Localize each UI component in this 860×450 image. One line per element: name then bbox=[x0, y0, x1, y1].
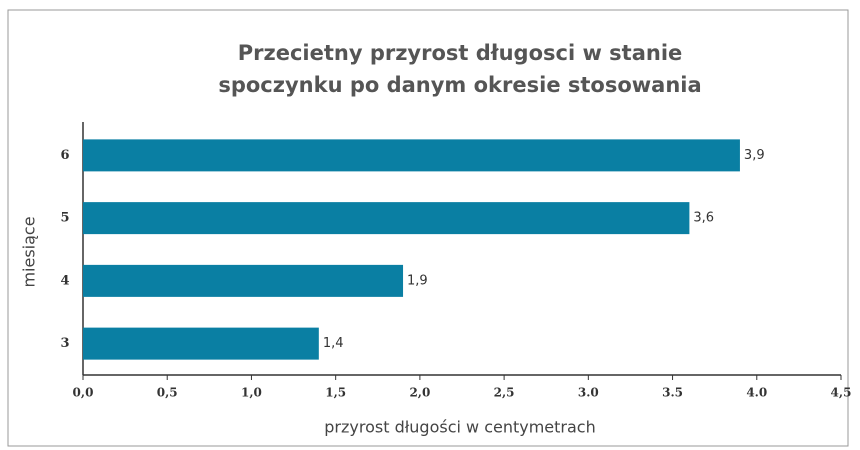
chart-title: Przecietny przyrost długosci w stanie bbox=[238, 41, 683, 65]
bar bbox=[83, 264, 404, 297]
x-tick-label: 3.0 bbox=[578, 386, 599, 400]
chart-title: spoczynku po danym okresie stosowania bbox=[218, 73, 701, 97]
value-label: 3,6 bbox=[693, 211, 714, 226]
x-tick-label: 2,5 bbox=[494, 386, 515, 400]
x-tick-label: 2,0 bbox=[409, 386, 430, 400]
x-tick-label: 0,5 bbox=[157, 386, 178, 400]
value-label: 3,9 bbox=[744, 148, 765, 163]
bar bbox=[83, 327, 319, 360]
value-label: 1,4 bbox=[323, 336, 344, 351]
bar bbox=[83, 202, 690, 235]
y-axis-label: miesiące bbox=[20, 216, 39, 287]
x-tick-label: 3.5 bbox=[662, 386, 683, 400]
x-tick-label: 4.0 bbox=[746, 386, 767, 400]
x-tick-label: 1,5 bbox=[325, 386, 346, 400]
x-tick-label: 1,0 bbox=[241, 386, 262, 400]
x-tick-label: 4,5 bbox=[831, 386, 852, 400]
bar bbox=[83, 139, 740, 172]
y-tick-label: 5 bbox=[60, 211, 69, 226]
y-tick-label: 3 bbox=[60, 336, 69, 351]
frame bbox=[7, 9, 849, 447]
value-label: 1,9 bbox=[407, 273, 428, 288]
x-tick-label: 0,0 bbox=[73, 386, 94, 400]
y-tick-label: 4 bbox=[60, 273, 69, 288]
y-tick-label: 6 bbox=[60, 148, 69, 163]
x-axis-label: przyrost długości w centymetrach bbox=[324, 418, 595, 437]
